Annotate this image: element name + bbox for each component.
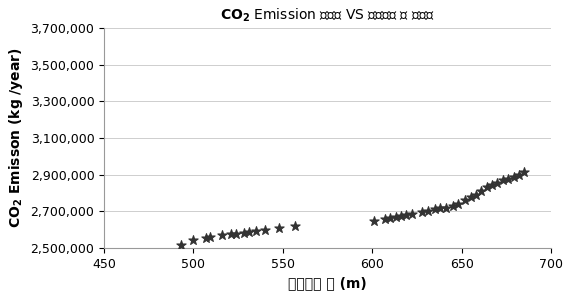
Point <box>477 189 486 193</box>
Point <box>218 233 227 237</box>
Point <box>435 206 445 211</box>
Point <box>407 211 416 216</box>
Point <box>509 174 518 179</box>
Point <box>423 209 432 214</box>
Point <box>448 203 457 208</box>
Point <box>385 215 394 220</box>
Point <box>251 229 260 234</box>
Point <box>205 235 214 240</box>
Point <box>514 172 523 177</box>
Point <box>503 176 512 181</box>
Point <box>232 231 241 236</box>
Point <box>380 217 389 221</box>
Point <box>441 205 450 210</box>
Point <box>201 235 210 240</box>
Title: $\mathbf{CO_2}$ Emission 최소화 VS 여유수두 합 최대화: $\mathbf{CO_2}$ Emission 최소화 VS 여유수두 합 최… <box>221 7 435 24</box>
Point <box>396 213 405 218</box>
Point <box>471 192 481 197</box>
Point <box>391 214 400 219</box>
X-axis label: 여유수두 합 (m): 여유수두 합 (m) <box>288 276 367 290</box>
Point <box>454 201 463 206</box>
Point <box>520 170 529 175</box>
Point <box>493 181 502 185</box>
Point <box>498 178 507 183</box>
Point <box>275 225 284 230</box>
Point <box>369 219 378 224</box>
Point <box>239 230 248 235</box>
Point <box>226 232 235 236</box>
Point <box>430 207 439 212</box>
Point <box>189 238 198 243</box>
Point <box>482 185 491 190</box>
Point <box>245 230 254 235</box>
Point <box>176 243 185 247</box>
Point <box>402 212 411 217</box>
Point <box>487 182 496 187</box>
Point <box>418 210 427 214</box>
Y-axis label: $\mathbf{CO_2}$ Emisson (kg /year): $\mathbf{CO_2}$ Emisson (kg /year) <box>7 48 25 228</box>
Point <box>260 228 270 232</box>
Point <box>291 223 300 228</box>
Point <box>466 195 475 200</box>
Point <box>461 198 470 203</box>
